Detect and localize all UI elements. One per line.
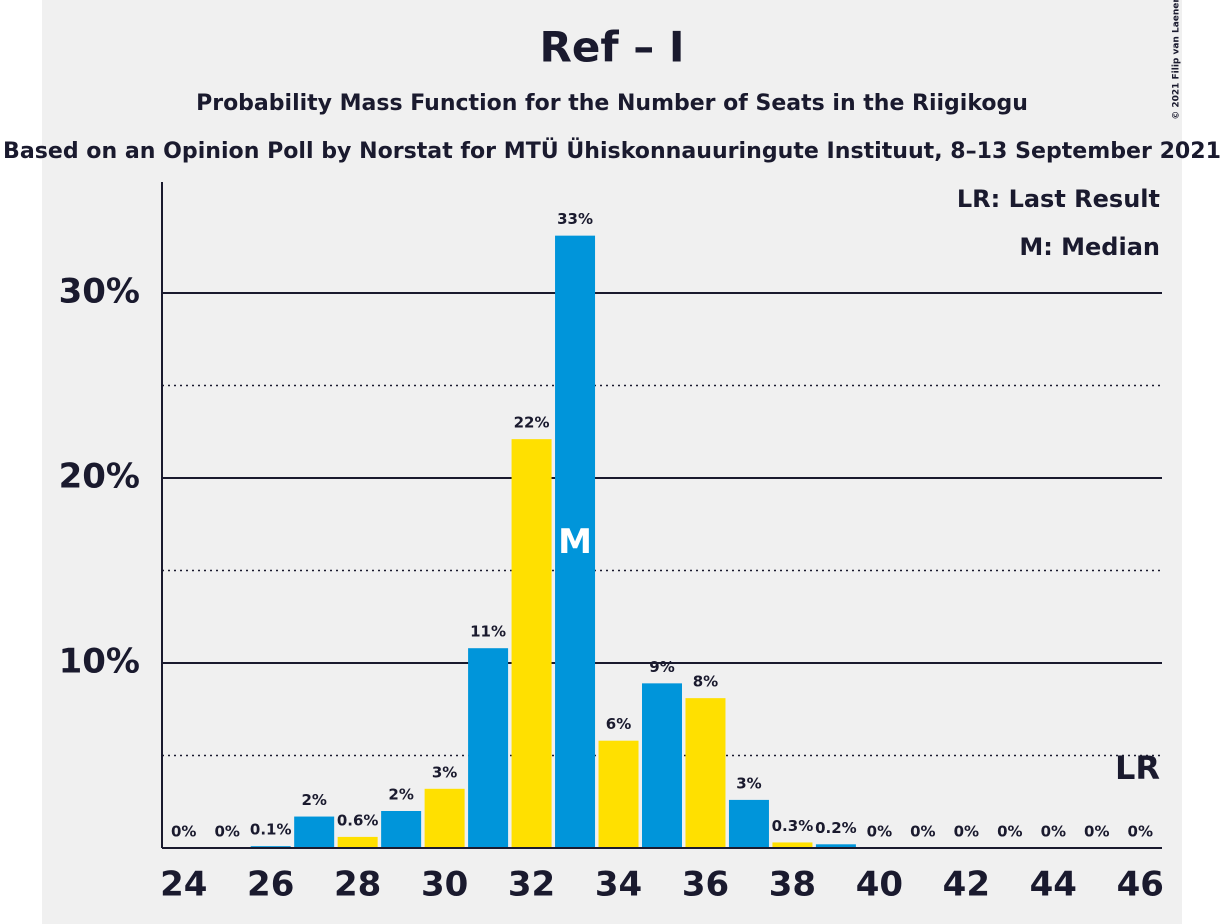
bar [815,844,856,848]
value-label: 3% [736,774,761,792]
value-label: 22% [514,414,550,432]
value-label: 0% [214,823,239,841]
value-label: 6% [606,715,631,733]
value-label: 0% [954,823,979,841]
legend-entry: LR: Last Result [957,185,1160,213]
x-tick-label: 26 [247,865,294,905]
last-result-marker: LR [1115,749,1160,787]
x-tick-label: 30 [421,865,468,905]
y-tick-label: 10% [59,642,140,682]
y-tick-label: 30% [59,272,140,312]
value-label: 11% [470,623,506,641]
bar [294,816,335,848]
x-tick-label: 24 [160,865,207,905]
bar [424,788,465,848]
x-tick-label: 46 [1117,865,1164,905]
value-label: 33% [557,210,593,228]
value-label: 0% [1041,823,1066,841]
bar [468,648,509,848]
x-tick-label: 36 [682,865,729,905]
value-label: 2% [301,791,326,809]
bar [642,683,682,848]
value-label: 0.1% [250,821,292,839]
legend-entry: M: Median [1019,233,1160,261]
y-tick-label: 20% [59,457,140,497]
value-label: 0% [1084,823,1109,841]
chart-title: Ref – I [540,23,685,72]
x-tick-label: 28 [334,865,381,905]
value-label: 0.2% [815,819,857,837]
chart-source: Based on an Opinion Poll by Norstat for … [3,138,1221,164]
value-label: 0.6% [337,811,379,829]
x-tick-label: 42 [943,865,990,905]
bar [728,799,769,848]
value-label: 0% [867,823,892,841]
value-label: 0% [1128,823,1153,841]
x-tick-label: 44 [1030,865,1077,905]
x-tick-label: 40 [856,865,903,905]
bar [337,836,378,848]
bar [772,842,813,848]
value-label: 8% [693,673,718,691]
bar [381,811,422,848]
value-label: 3% [432,763,457,781]
median-marker: M [558,522,592,562]
x-tick-label: 34 [595,865,642,905]
bar [511,439,552,848]
value-label: 0% [997,823,1022,841]
x-tick-label: 32 [508,865,555,905]
value-label: 9% [649,658,674,676]
copyright: © 2021 Filip van Laenen [1172,0,1182,120]
value-label: 0% [910,823,935,841]
chart-subtitle: Probability Mass Function for the Number… [196,91,1028,116]
value-label: 0.3% [772,817,814,835]
value-label: 2% [388,786,413,804]
bar [598,740,639,848]
value-label: 0% [171,823,196,841]
bar [685,698,726,848]
bar [555,235,596,848]
x-tick-label: 38 [769,865,816,905]
